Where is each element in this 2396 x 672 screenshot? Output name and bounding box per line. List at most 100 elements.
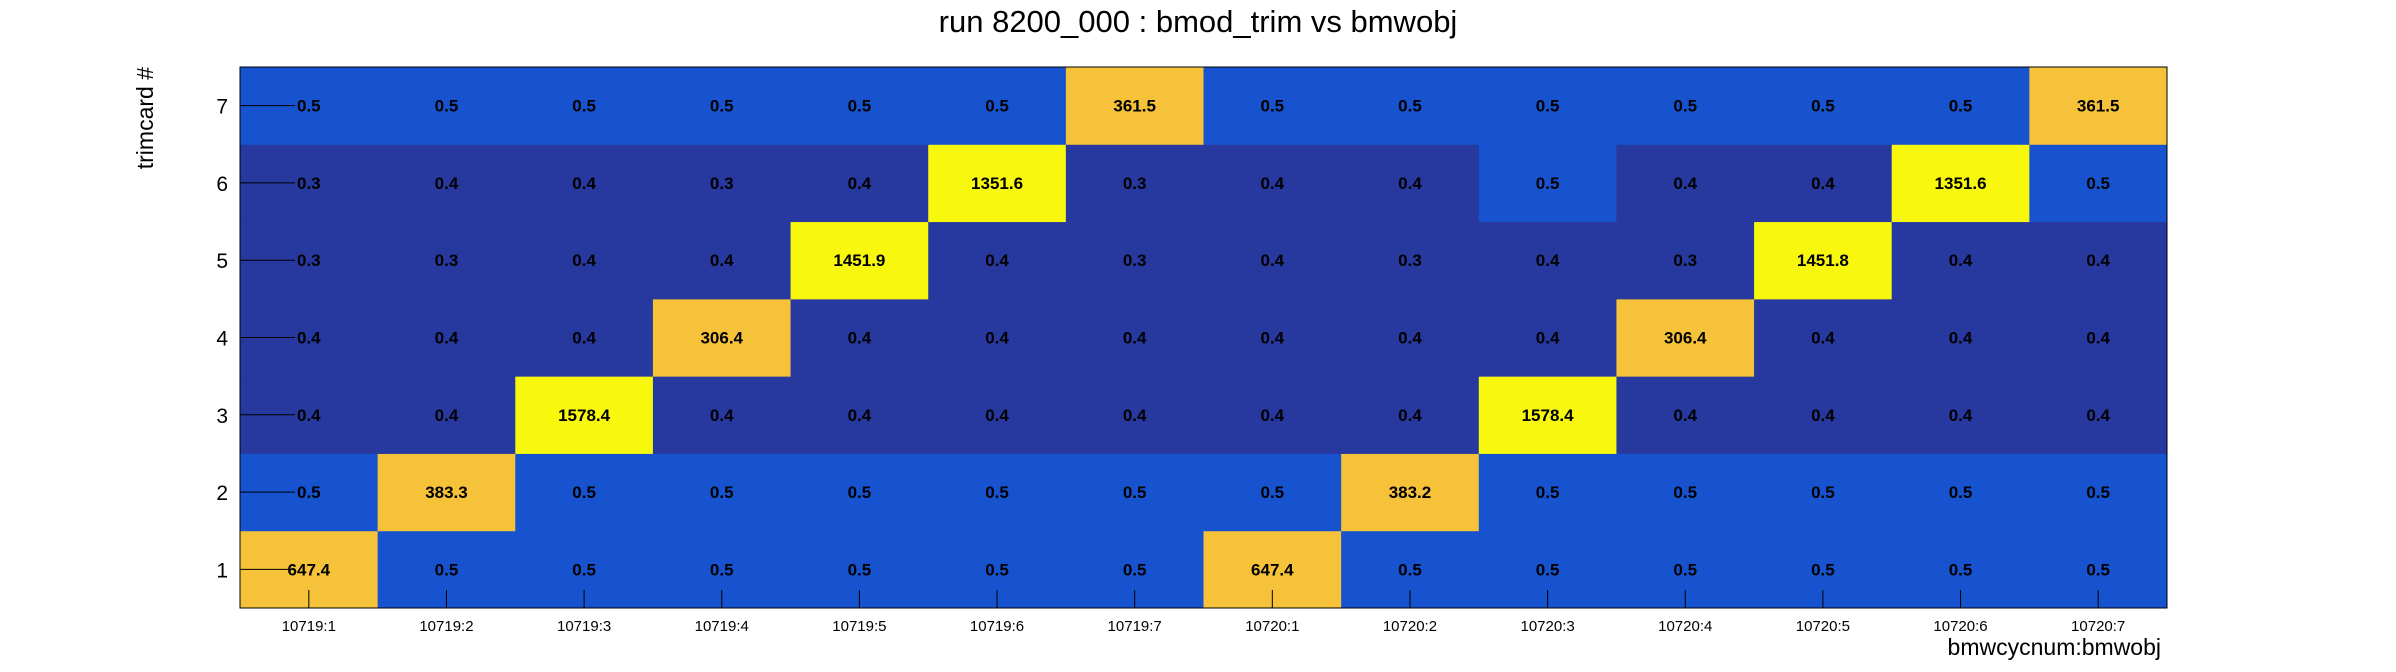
- cell-value-label: 0.4: [435, 174, 459, 193]
- cell-value-label: 0.4: [572, 174, 596, 193]
- heatmap-cell: [1478, 376, 1617, 454]
- chart-title: run 8200_000 : bmod_trim vs bmwobj: [939, 4, 1458, 39]
- cell-value-label: 0.5: [2086, 483, 2110, 502]
- heatmap-cell: [928, 453, 1067, 532]
- cell-value-label: 0.4: [848, 174, 872, 193]
- cell-value-label: 0.3: [435, 251, 459, 270]
- cell-value-label: 0.4: [572, 329, 596, 348]
- heatmap-cell: [1891, 144, 2030, 223]
- cell-value-label: 0.4: [572, 251, 596, 270]
- x-tick-label: 10719:3: [557, 618, 611, 635]
- x-tick-label: 10720:7: [2071, 618, 2125, 635]
- cell-value-label: 0.5: [710, 97, 734, 116]
- cell-value-label: 0.4: [848, 406, 872, 425]
- cell-value-label: 0.4: [1949, 406, 1973, 425]
- heatmap-cell: [1341, 453, 1480, 532]
- heatmap-cell: [515, 376, 654, 454]
- cell-value-label: 0.4: [1811, 174, 1835, 193]
- cell-value-label: 383.3: [425, 483, 468, 502]
- cell-value-label: 383.2: [1389, 483, 1432, 502]
- cell-value-label: 0.4: [297, 329, 321, 348]
- cell-value-label: 0.4: [1811, 329, 1835, 348]
- cell-value-label: 306.4: [700, 329, 743, 348]
- heatmap-cell: [515, 453, 654, 532]
- cell-value-label: 0.3: [297, 174, 321, 193]
- x-tick-label: 10720:5: [1796, 618, 1850, 635]
- heatmap-cell: [1891, 453, 2030, 532]
- cell-value-label: 0.4: [1261, 174, 1285, 193]
- heatmap-cell: [1891, 298, 2030, 377]
- cell-value-label: 0.4: [985, 406, 1009, 425]
- heatmap-cell: [652, 453, 792, 532]
- y-axis: 1 2 3 4 5 6 7: [216, 96, 295, 582]
- cell-value-label: 0.5: [710, 483, 734, 502]
- cell-value-label: 0.5: [1811, 483, 1835, 502]
- heatmap-cell: [928, 298, 1067, 377]
- heatmap-cell: [1478, 298, 1617, 377]
- x-tick-label: 10719:2: [419, 618, 473, 635]
- heatmap-cell: [1065, 67, 1204, 145]
- heatmap-cell: [515, 298, 654, 377]
- cell-value-label: 0.5: [1536, 483, 1560, 502]
- cell-value-label: 0.5: [1949, 483, 1973, 502]
- cell-value-label: 0.5: [1123, 560, 1147, 579]
- heatmap-cell: [928, 376, 1067, 454]
- heatmap-cell: [377, 221, 516, 300]
- cell-value-label: 0.5: [985, 97, 1009, 116]
- cell-value-label: 1578.4: [1522, 406, 1575, 425]
- heatmap-cell: [1065, 453, 1204, 532]
- heatmap-cell: [1065, 376, 1204, 454]
- heatmap-cell: [2029, 144, 2168, 223]
- cell-value-label: 0.5: [1123, 483, 1147, 502]
- cell-value-label: 0.5: [1673, 483, 1697, 502]
- cell-value-label: 0.4: [1949, 329, 1973, 348]
- cell-value-label: 0.4: [1261, 251, 1285, 270]
- cell-value-label: 0.4: [1536, 329, 1560, 348]
- cell-value-label: 0.5: [1536, 97, 1560, 116]
- heatmap-cell: [1478, 67, 1617, 145]
- cell-value-label: 0.5: [1811, 97, 1835, 116]
- cell-value-label: 0.5: [985, 483, 1009, 502]
- cell-value-label: 0.5: [1949, 97, 1973, 116]
- heatmap-cell-labels: 647.4 0.5 0.5 0.5 0.5 0.5 0.5 647.4 0.5 0.5 0.5 0.5…: [288, 97, 2120, 580]
- cell-value-label: 0.5: [1261, 483, 1285, 502]
- cell-value-label: 0.4: [710, 251, 734, 270]
- cell-value-label: 0.4: [435, 329, 459, 348]
- x-tick-label: 10719:7: [1108, 618, 1162, 635]
- heatmap-cell: [1754, 453, 1893, 532]
- cell-value-label: 0.5: [572, 97, 596, 116]
- x-axis-title: bmwcycnum:bmwobj: [1948, 634, 2161, 660]
- heatmap-cell: [1341, 144, 1480, 223]
- cell-value-label: 647.4: [1251, 560, 1294, 579]
- cell-value-label: 0.5: [435, 560, 459, 579]
- cell-value-label: 0.4: [1949, 251, 1973, 270]
- cell-value-label: 0.4: [2086, 329, 2110, 348]
- cell-value-label: 0.3: [1123, 251, 1147, 270]
- cell-value-label: 0.4: [985, 251, 1009, 270]
- heatmap-cell: [377, 67, 516, 145]
- heatmap-cell: [652, 144, 792, 223]
- cell-value-label: 361.5: [1113, 97, 1156, 116]
- heatmap-cell: [652, 376, 792, 454]
- cell-value-label: 0.4: [1261, 406, 1285, 425]
- y-tick-label: 2: [216, 482, 228, 505]
- x-tick-label: 10720:6: [1933, 618, 1987, 635]
- cell-value-label: 0.4: [1261, 329, 1285, 348]
- heatmap-cell: [1203, 453, 1342, 532]
- heatmap-cell: [790, 376, 929, 454]
- heatmap-cell: [1341, 298, 1480, 377]
- x-tick-label: 10720:4: [1658, 618, 1712, 635]
- heatmap-cell: [928, 144, 1067, 223]
- cell-value-label: 0.5: [2086, 560, 2110, 579]
- heatmap-cell: [1616, 67, 1755, 145]
- heatmap-cell: [515, 67, 654, 145]
- y-tick-label: 5: [216, 250, 228, 273]
- cell-value-label: 0.5: [297, 97, 321, 116]
- heatmap-cell: [377, 144, 516, 223]
- cell-value-label: 0.5: [297, 483, 321, 502]
- cell-value-label: 0.5: [1536, 560, 1560, 579]
- heatmap-cell: [1341, 376, 1480, 454]
- cell-value-label: 361.5: [2077, 97, 2120, 116]
- cell-value-label: 0.4: [985, 329, 1009, 348]
